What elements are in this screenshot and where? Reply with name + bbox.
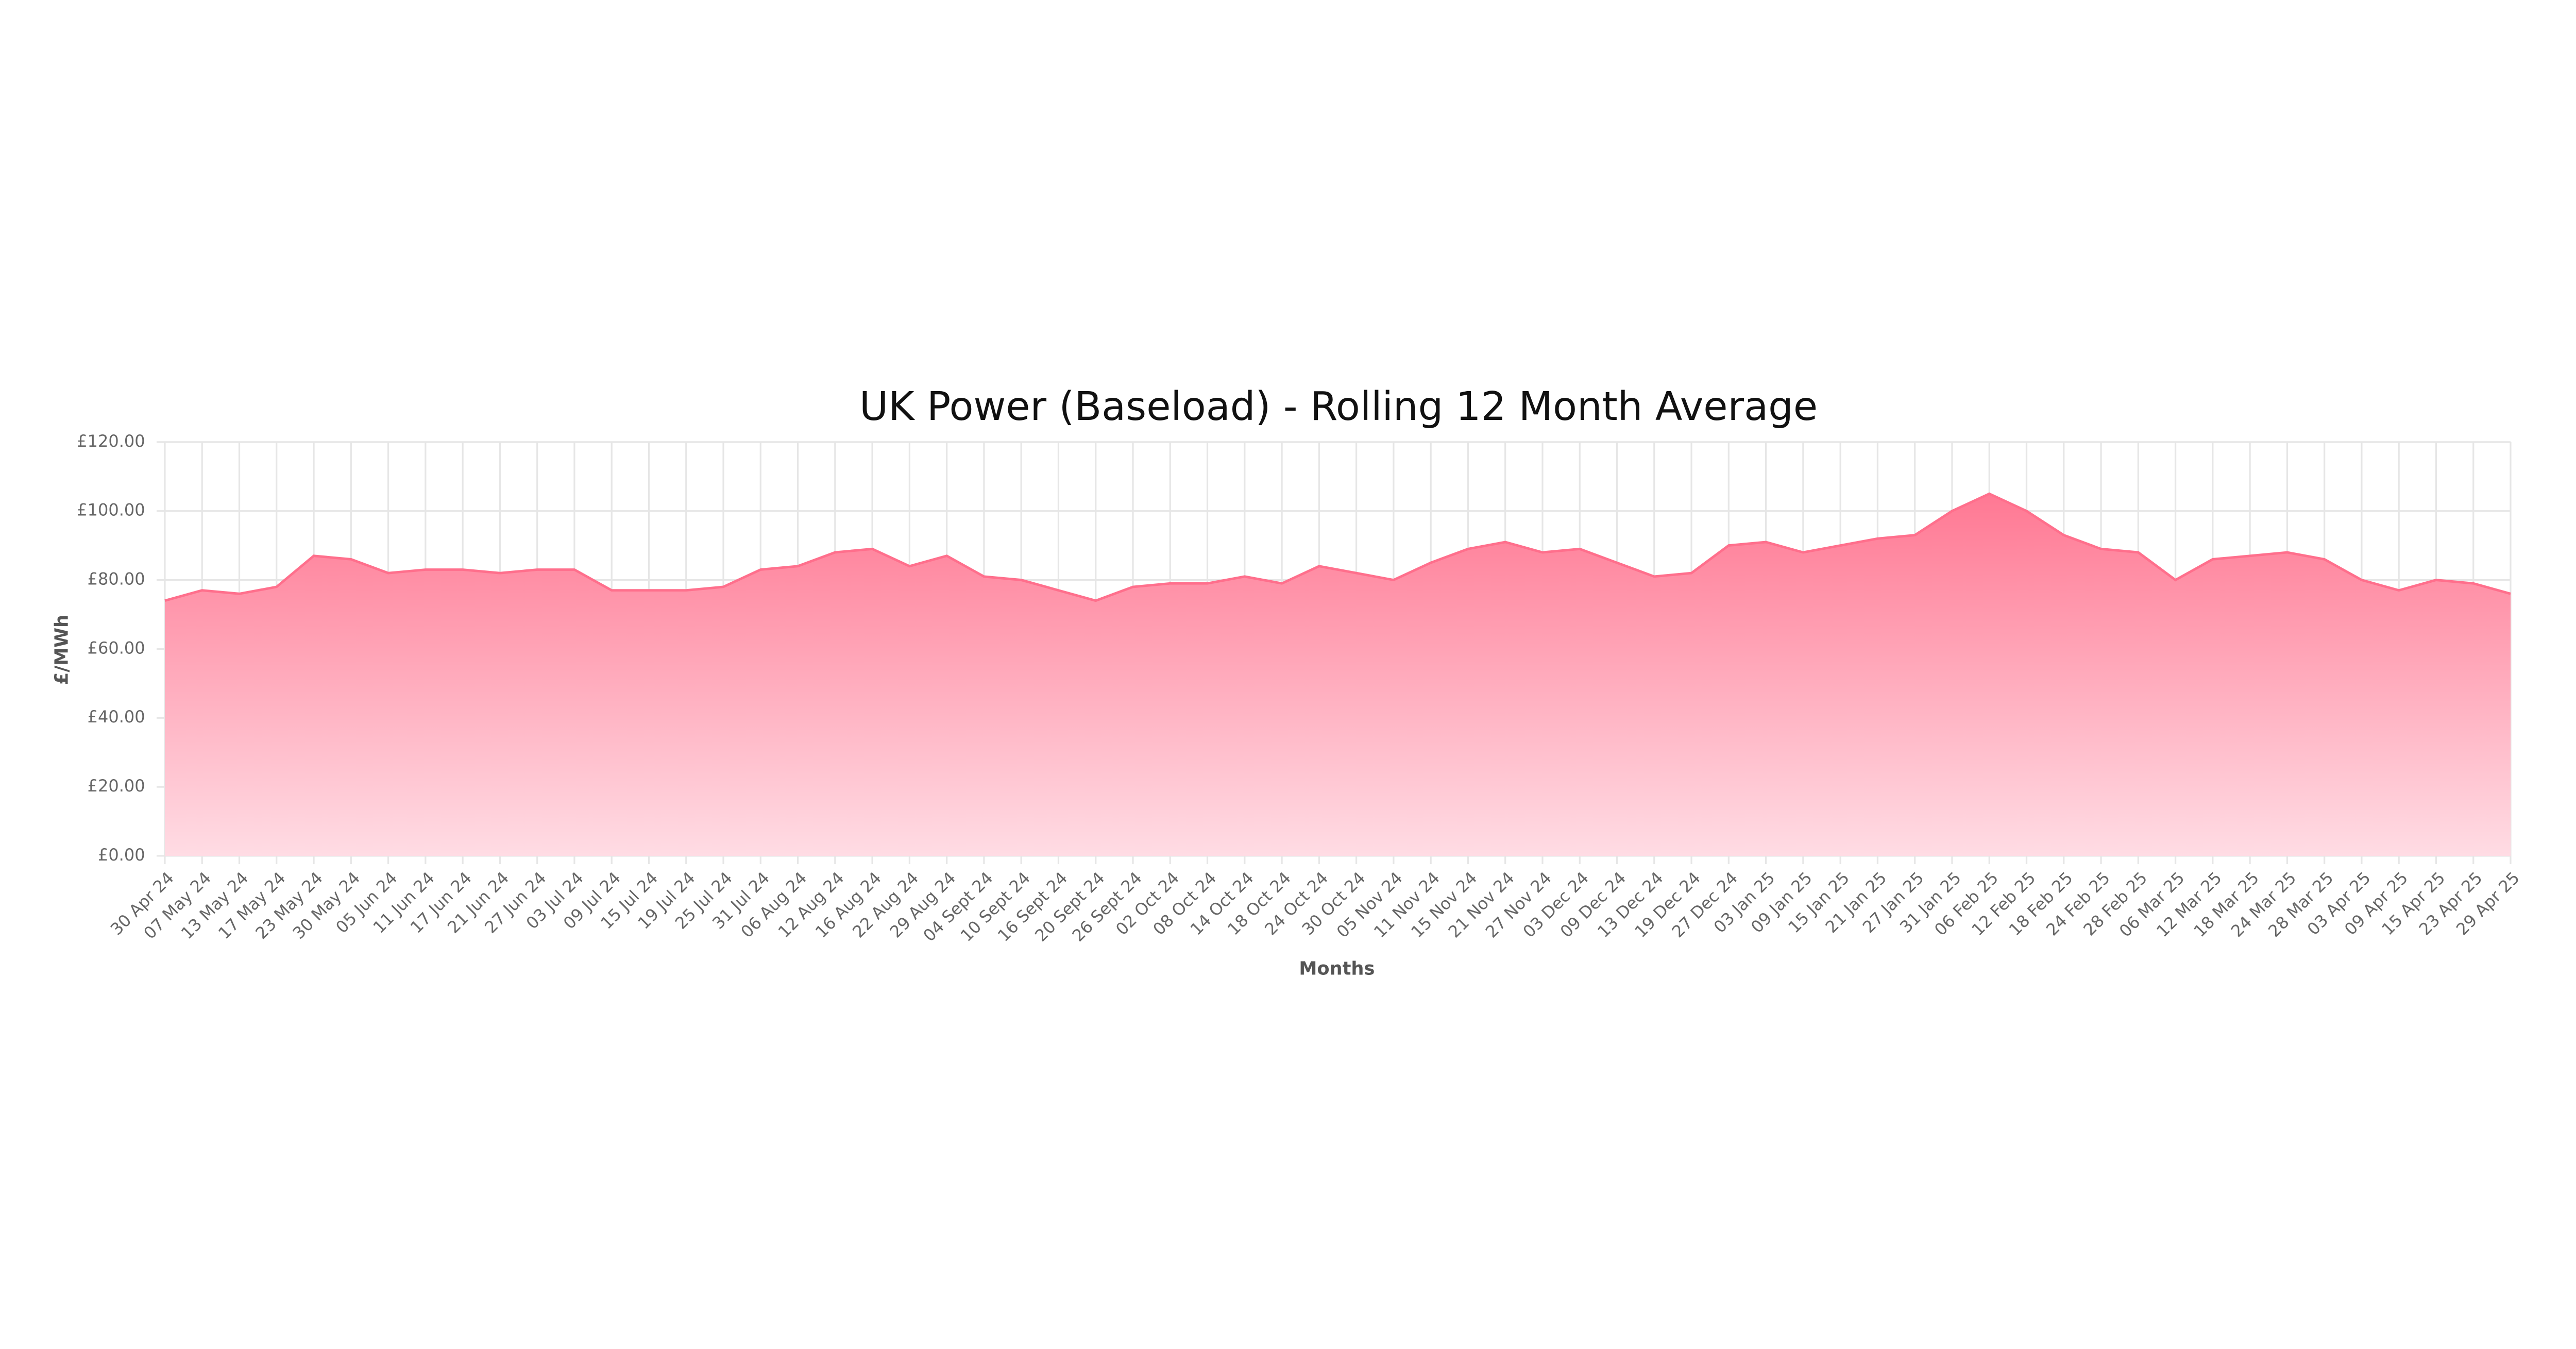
y-tick-label: £0.00 <box>98 845 145 865</box>
area-line <box>164 492 2511 602</box>
x-axis-title: Months <box>1299 958 1375 980</box>
y-tick-label: £40.00 <box>88 707 145 727</box>
y-tick-label: £20.00 <box>88 776 145 796</box>
chart-title: UK Power (Baseload) - Rolling 12 Month A… <box>859 384 1818 430</box>
y-tick-label: £120.00 <box>77 431 145 451</box>
area-fill <box>164 494 2511 856</box>
y-tick-label: £80.00 <box>88 569 145 589</box>
y-tick-label: £60.00 <box>88 638 145 657</box>
y-axis-title: £/MWh <box>52 615 73 685</box>
y-tick-label: £100.00 <box>77 500 145 520</box>
